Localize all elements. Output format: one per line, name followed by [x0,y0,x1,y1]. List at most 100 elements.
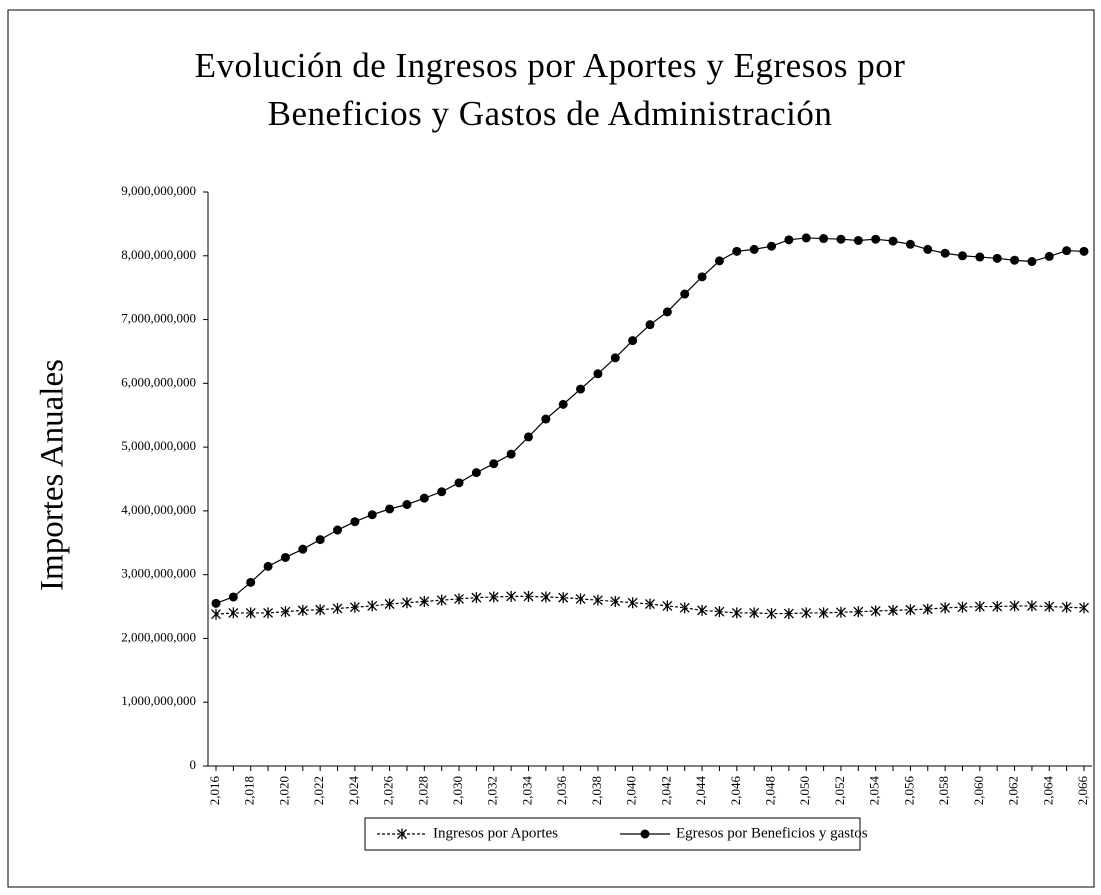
x-tick-label: 2,022 [311,776,326,805]
data-point [888,604,898,616]
data-point [1079,602,1089,614]
data-point [402,500,412,510]
x-tick-label: 2,062 [1006,776,1021,805]
data-point [662,600,673,612]
data-point [332,602,343,614]
data-point [610,353,620,363]
data-point [836,606,846,618]
y-tick-label: 1,000,000,000 [121,693,196,708]
data-point [819,234,829,244]
data-point [384,598,395,610]
data-point [662,307,672,317]
data-point [298,544,308,554]
data-point [1009,600,1020,612]
x-tick-label: 2,064 [1040,776,1055,806]
data-point [523,432,533,442]
x-tick-label: 2,018 [242,776,257,805]
data-point [974,601,985,613]
data-point [767,241,777,251]
data-point [801,607,812,619]
data-point [349,601,360,613]
x-tick-label: 2,056 [901,776,916,806]
data-point [402,597,412,609]
data-point [506,449,516,459]
data-point [1044,251,1054,261]
data-point [1062,246,1072,256]
data-point [627,597,638,609]
data-point [454,478,464,488]
x-tick-label: 2,052 [832,776,847,805]
data-point [506,590,517,602]
y-axis-title: Importes Anuales [35,359,71,591]
data-point [1044,601,1055,613]
data-point [385,504,395,514]
legend-marker [640,829,650,839]
data-point [1027,257,1037,267]
data-point [488,591,499,603]
data-point [436,594,447,606]
data-point [419,595,430,607]
frame [7,9,1095,888]
x-tick-label: 2,040 [624,776,639,805]
data-point [628,336,638,346]
x-tick-label: 2,038 [589,776,604,805]
data-point [731,607,742,619]
data-point [211,608,221,620]
data-point [1079,246,1089,256]
data-point [853,606,864,618]
data-point [992,253,1002,263]
data-point [280,552,290,562]
data-point [870,605,881,617]
y-tick-label: 4,000,000,000 [121,502,196,517]
data-point [593,369,603,379]
x-tick-label: 2,042 [658,776,673,805]
data-point [783,608,794,620]
y-tick-label: 0 [190,757,197,772]
x-tick-label: 2,028 [415,776,430,805]
legend-box [364,817,861,851]
data-point [992,601,1003,613]
data-point [680,289,690,299]
data-point [975,252,985,262]
data-point [540,591,551,603]
data-point [315,604,326,616]
data-point [801,233,811,243]
data-point [228,607,239,619]
chart-title: Evolución de Ingresos por Aportes y Egre… [194,46,906,133]
legend-label: Egresos por Beneficios y gastos [676,825,868,841]
y-tick-label: 7,000,000,000 [121,311,196,326]
data-point [784,235,794,245]
data-point [1010,255,1020,265]
y-tick-label: 2,000,000,000 [121,629,196,644]
data-point [263,561,273,571]
x-tick-label: 2,054 [867,776,882,806]
data-point [940,248,950,258]
data-point [489,459,499,469]
x-tick-label: 2,046 [728,776,743,806]
x-tick-label: 2,016 [207,776,222,806]
legend-label: Ingresos por Aportes [433,825,558,841]
data-point [1026,600,1037,612]
data-point [367,510,377,520]
data-point [922,603,933,615]
x-tick-label: 2,032 [485,776,500,805]
data-point [888,236,898,246]
data-point [367,600,378,612]
data-point [419,493,429,503]
data-point [732,246,742,256]
data-point [575,593,586,605]
data-point [558,592,569,604]
data-point [541,414,551,424]
data-point [645,598,655,610]
x-tick-label: 2,050 [797,776,812,805]
data-point [697,272,707,282]
data-point [437,487,447,497]
data-point [645,320,655,330]
data-point [280,606,291,618]
data-point [853,235,863,245]
data-point [523,590,534,602]
data-point [454,593,464,605]
data-point [749,607,760,619]
x-tick-label: 2,020 [276,776,291,805]
